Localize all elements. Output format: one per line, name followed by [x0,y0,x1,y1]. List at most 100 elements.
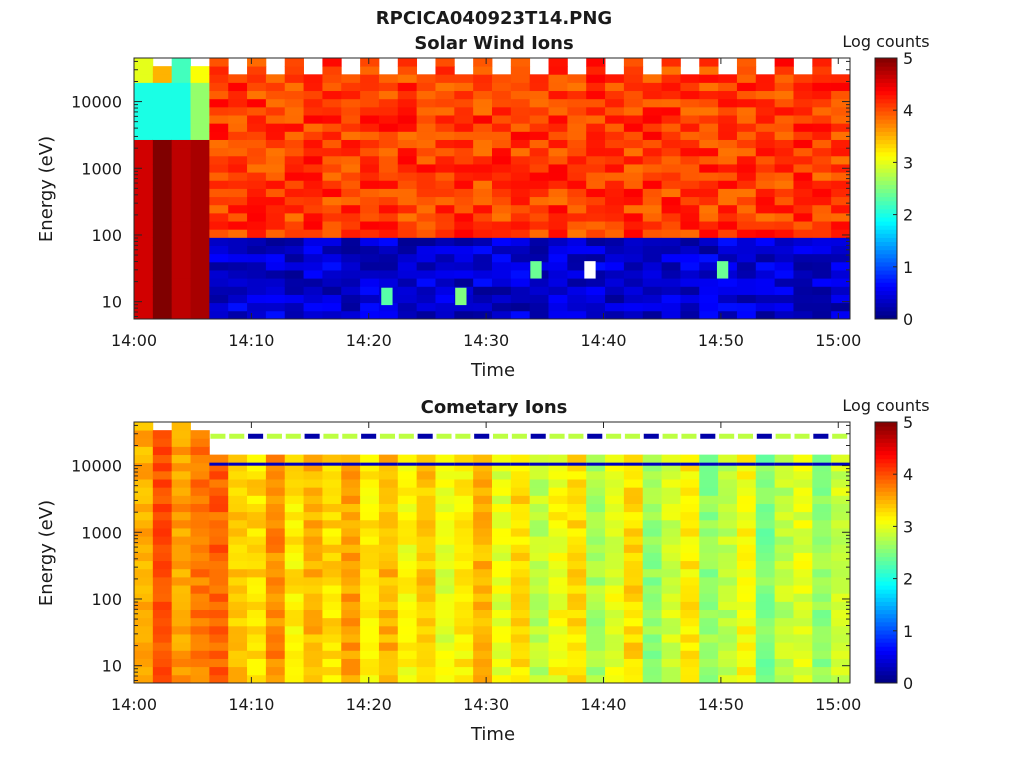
heatmap-cell [284,302,304,312]
heatmap-cell [774,470,794,480]
heatmap-cell [812,462,832,466]
heatmap-cell [152,446,173,456]
heatmap-cell [378,180,399,189]
heatmap-cell [435,294,455,304]
heatmap-cell [247,625,267,635]
heatmap-cell [360,658,380,668]
heatmap-cell [623,172,644,181]
heatmap-cell [548,237,568,246]
heatmap-cell [134,487,154,496]
heatmap-cell [454,568,474,578]
heatmap-cell [378,519,399,529]
heatmap-cell [284,642,304,651]
heatmap-cell [303,479,323,488]
heatmap-cell [209,131,229,140]
heatmap-cell [680,204,700,214]
heatmap-cell [416,560,436,570]
heatmap-cell [473,470,493,480]
heatmap-cell [152,585,173,594]
heatmap-cell [831,560,851,570]
heatmap-cell [209,196,229,206]
heatmap-cell [510,487,531,496]
heatmap-cell [265,172,286,181]
heatmap-cell [492,511,512,521]
heatmap-cell [642,625,662,635]
heatmap-cell [134,479,154,488]
heatmap-cell [548,511,568,521]
heatmap-cell [190,634,210,643]
heatmap-cell [473,462,493,466]
heatmap-cell [510,212,531,222]
heatmap-cell [454,536,474,545]
heatmap-cell [284,470,304,480]
heatmap-cell [529,503,549,513]
x-axis-label-solar-wind: Time [470,360,515,381]
heatmap-cell [341,115,361,124]
heatmap-cell [303,261,323,271]
heatmap-cell [623,568,644,578]
heatmap-cell [831,131,851,140]
heatmap-cell [680,617,700,627]
heatmap-cell [718,487,738,496]
heatmap-cell [510,115,531,124]
heatmap-cell [228,286,248,295]
heatmap-cell [755,519,776,529]
heatmap-cell [284,462,304,472]
heatmap-cell [341,245,361,255]
heatmap-cell [812,634,832,643]
heatmap-cell [623,470,644,480]
heatmap-cell [774,552,794,562]
heatmap-cell [134,634,154,643]
heatmap-cell [284,479,304,488]
colorbar-tick-label: 4 [903,101,913,120]
heatmap-cell [228,261,248,271]
heatmap-cell [322,634,342,643]
colorbar-segment [875,589,897,594]
heatmap-cell [228,625,248,635]
heatmap-cell [435,188,455,198]
heatmap-cell [605,634,625,643]
heatmap-cell [680,568,700,578]
heatmap-cell [322,180,342,189]
heatmap-cell [755,674,776,684]
heatmap-cell [284,90,304,100]
heatmap-cell [397,180,418,189]
heatmap-cell [718,229,738,238]
heatmap-cell [642,164,662,173]
heatmap-cell [171,642,191,651]
heatmap-cell [341,487,361,496]
heatmap-cell [774,204,794,214]
heatmap-cell [341,495,361,504]
heatmap-cell [134,650,154,659]
heatmap-cell [623,593,644,602]
heatmap-cell [623,98,644,108]
heatmap-cell [473,188,493,198]
heatmap-cell [680,495,700,504]
heatmap-cell [228,90,248,100]
heatmap-cell [793,302,813,312]
heatmap-cell [755,74,776,83]
heatmap-cell [661,487,681,496]
heatmap-cell [134,422,154,431]
heatmap-cell [435,593,455,602]
heatmap-cell [793,666,813,676]
heatmap-cell [378,462,399,472]
heatmap-cell [303,82,323,92]
heatmap-cell [529,253,549,263]
heatmap-cell [416,82,436,92]
heatmap-cell [134,131,154,140]
heatmap-cell [623,90,644,100]
heatmap-cell [661,253,681,263]
heatmap-cell [341,98,361,108]
heatmap-cell [623,625,644,635]
heatmap-cell [265,568,286,578]
heatmap-cell [265,585,286,594]
heatmap-cell [492,674,512,684]
heatmap-cell [134,617,154,627]
heatmap-cell [642,454,662,464]
heatmap-cell [774,106,794,116]
heatmap-cell [454,511,474,521]
heatmap-cell [416,650,436,659]
colorbar-tick-label: 1 [903,622,913,641]
heatmap-cell [623,123,644,132]
